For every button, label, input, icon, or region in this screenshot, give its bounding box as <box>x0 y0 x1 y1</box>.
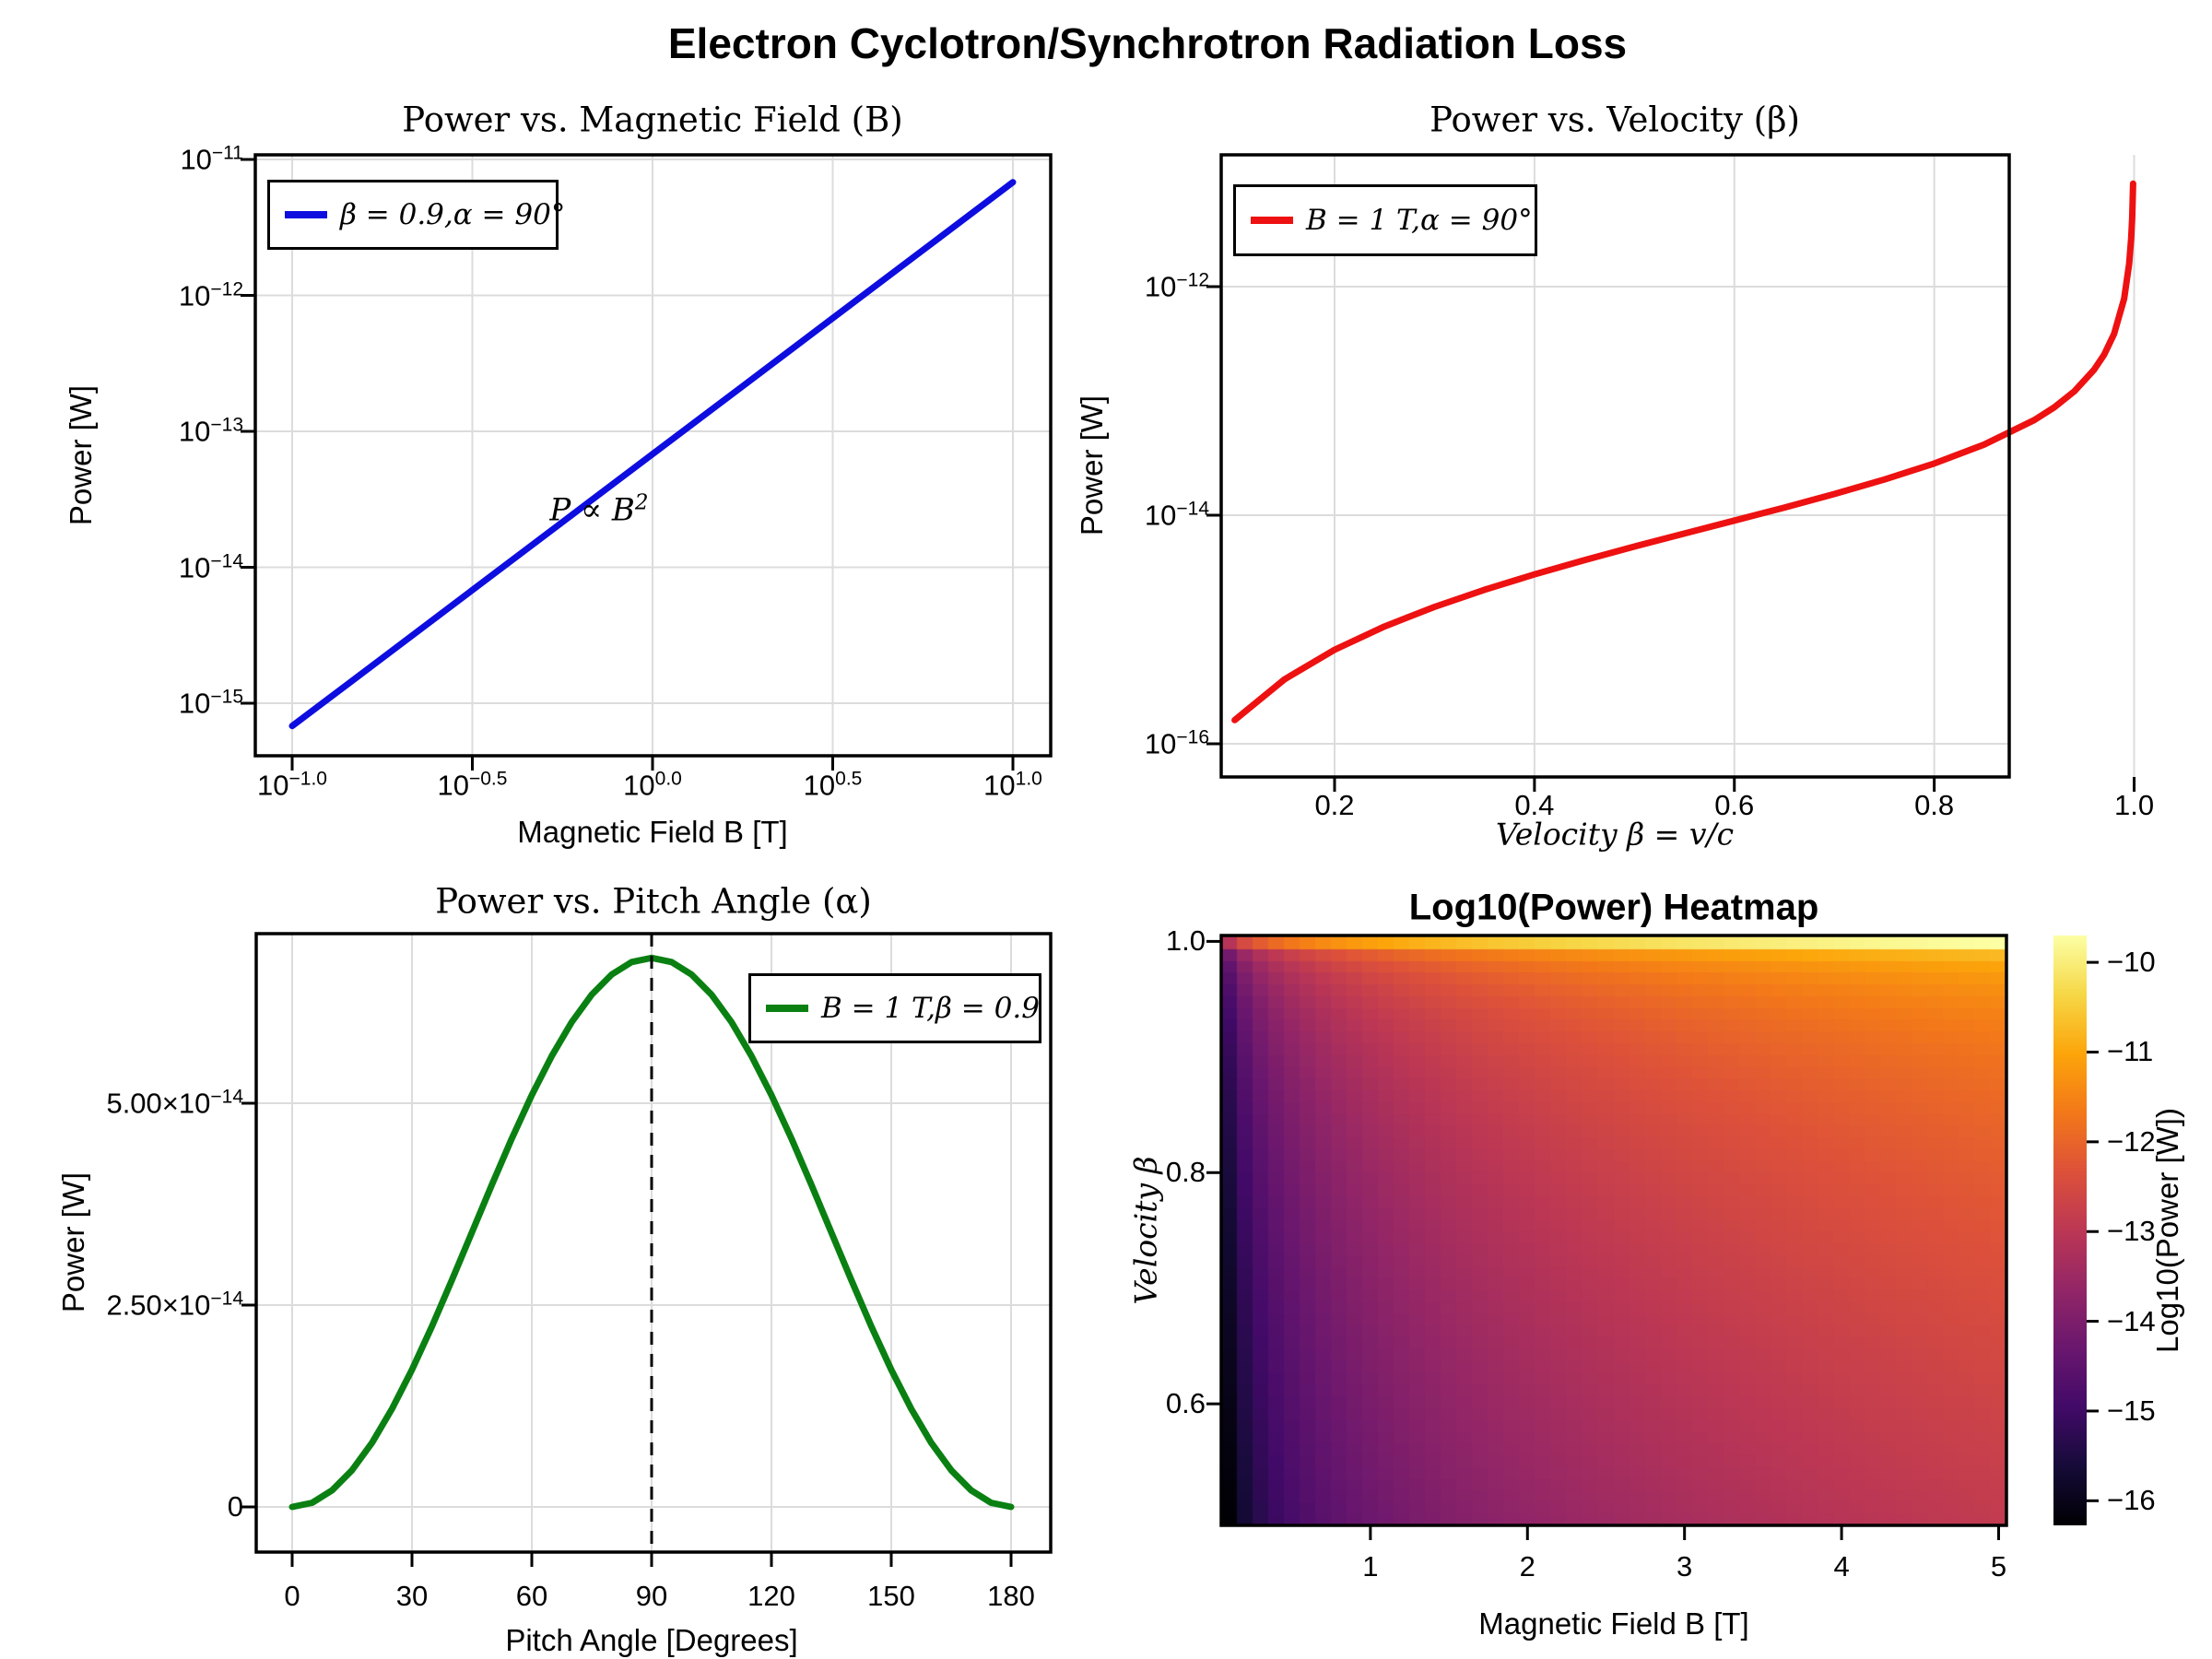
plot1-ylabel: Power [W] <box>64 384 98 526</box>
plot1-y-tick: 10−11 <box>180 142 243 176</box>
plot1-xlabel: Magnetic Field B [T] <box>517 815 788 849</box>
plot3-legend: B = 1 T,β = 0.9 <box>748 973 1041 1043</box>
plot1-x-tick: 100.5 <box>803 768 863 802</box>
plot4-x-tick: 3 <box>1677 1550 1693 1583</box>
plot1-x-tick: 100.0 <box>623 768 682 802</box>
plot3-y-tick: 0 <box>227 1490 243 1523</box>
plot3-xlabel: Pitch Angle [Degrees] <box>505 1623 798 1657</box>
legend-line-swatch-red <box>1251 217 1293 224</box>
plot2-legend: B = 1 T,α = 90° <box>1233 184 1537 256</box>
plot2-x-tick: 0.2 <box>1314 789 1355 821</box>
colorbar-tick: −14 <box>2107 1304 2156 1337</box>
plot2-y-tick: 10−16 <box>1144 726 1209 760</box>
plot4-x-tick: 4 <box>1833 1550 1850 1583</box>
plot1-y-tick: 10−14 <box>178 549 243 584</box>
plot1-y-tick: 10−12 <box>178 277 243 312</box>
plot2-xlabel: Velocity β = v/c <box>1495 816 1735 853</box>
colorbar-tick: −13 <box>2107 1215 2156 1248</box>
legend-line-swatch-blue <box>285 211 327 218</box>
plot4-ylabel: Velocity β <box>1127 1156 1164 1305</box>
plot1-y-tick: 10−15 <box>178 686 243 720</box>
plot2-x-tick: 0.8 <box>1914 789 1955 821</box>
plot2-title: Power vs. Velocity (β) <box>1430 100 1800 140</box>
plot3-x-tick: 30 <box>395 1580 429 1612</box>
plot3-x-tick: 150 <box>867 1580 915 1612</box>
colorbar-gradient <box>2053 935 2087 1525</box>
legend-line-swatch-green <box>766 1005 808 1012</box>
plot2-x-tick: 1.0 <box>2113 789 2155 821</box>
plot1-annotation-p-proportional-b2: P ∝ B2 <box>549 490 649 529</box>
plot4-y-tick: 1.0 <box>1165 924 1206 958</box>
plot3-x-tick: 90 <box>635 1580 668 1612</box>
heatmap-image <box>1221 935 2006 1525</box>
plot2-x-tick: 0.4 <box>1514 789 1555 821</box>
plot4-x-tick: 5 <box>1990 1550 2007 1583</box>
plot1-x-tick: 10−0.5 <box>437 768 508 802</box>
colorbar-tick: −10 <box>2107 946 2156 979</box>
plot4-x-tick: 2 <box>1519 1550 1535 1583</box>
plot4-x-tick: 1 <box>1362 1550 1379 1583</box>
plot3-x-tick: 0 <box>284 1580 300 1612</box>
plot2-y-tick: 10−12 <box>1144 269 1209 303</box>
plot3-title: Power vs. Pitch Angle (α) <box>435 881 872 922</box>
plot4-y-tick: 0.8 <box>1165 1156 1206 1189</box>
colorbar-tick: −16 <box>2107 1484 2156 1517</box>
colorbar-tick: −15 <box>2107 1394 2156 1427</box>
plot3-y-tick: 5.00×10−14 <box>106 1086 243 1120</box>
plot2-ylabel: Power [W] <box>1075 394 1109 536</box>
colorbar-tick: −11 <box>2107 1035 2154 1068</box>
plot2-legend-label: B = 1 T,α = 90° <box>1306 204 1533 237</box>
plot1-x-tick: 10−1.0 <box>257 768 327 802</box>
plot3-x-tick: 180 <box>987 1580 1035 1612</box>
plot3-x-tick: 120 <box>747 1580 795 1612</box>
plot1-y-tick: 10−13 <box>178 414 243 448</box>
plot3-ylabel: Power [W] <box>56 1171 90 1313</box>
plot3-y-tick: 2.50×10−14 <box>106 1288 243 1322</box>
plot3-x-tick: 60 <box>515 1580 548 1612</box>
plot2-x-tick: 0.6 <box>1714 789 1755 821</box>
plot4-title: Log10(Power) Heatmap <box>1408 887 1819 928</box>
plot1-legend-label: β = 0.9,α = 90° <box>340 198 566 231</box>
plot1-legend: β = 0.9,α = 90° <box>267 180 565 250</box>
plot3-legend-label: B = 1 T,β = 0.9 <box>821 992 1040 1025</box>
colorbar-label: Log10(Power [W]) <box>2150 1108 2184 1353</box>
plot4-xlabel: Magnetic Field B [T] <box>1478 1606 1749 1641</box>
figure-title: Electron Cyclotron/Synchrotron Radiation… <box>667 19 1628 67</box>
plot2-y-tick: 10−14 <box>1144 498 1209 532</box>
colorbar-tick: −12 <box>2107 1124 2156 1158</box>
plot4-y-tick: 0.6 <box>1165 1387 1206 1420</box>
plot1-x-tick: 101.0 <box>983 768 1042 802</box>
plot1-title: Power vs. Magnetic Field (B) <box>402 100 903 140</box>
